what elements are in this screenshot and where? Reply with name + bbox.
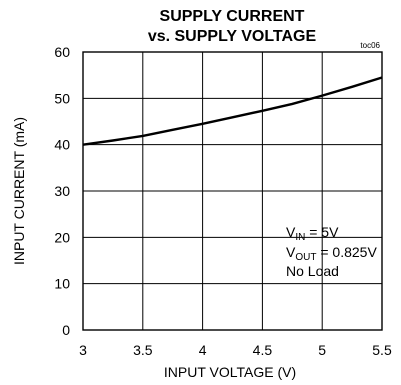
x-axis-ticks: 3 3.5 4 4.5 5 5.5 bbox=[79, 342, 392, 358]
x-tick-label: 4.5 bbox=[253, 342, 273, 358]
y-axis-ticks: 0 10 20 30 40 50 60 bbox=[54, 44, 70, 338]
plot-frame bbox=[82, 51, 383, 331]
y-tick-label: 0 bbox=[62, 322, 70, 338]
x-tick-label: 5 bbox=[318, 342, 326, 358]
figure-tag: toc06 bbox=[360, 41, 380, 50]
chart-subtitle: vs. SUPPLY VOLTAGE bbox=[148, 28, 317, 45]
series-line bbox=[82, 76, 383, 146]
y-tick-label: 40 bbox=[54, 137, 70, 153]
x-tick-label: 4 bbox=[199, 342, 207, 358]
x-axis-label: INPUT VOLTAGE (V) bbox=[164, 364, 296, 380]
y-axis-label: INPUT CURRENT (mA) bbox=[11, 117, 27, 265]
annotation-vin: VIN = 5V bbox=[286, 224, 339, 243]
y-tick-label: 60 bbox=[54, 44, 70, 60]
annotation-box: VIN = 5V VOUT = 0.825V No Load bbox=[286, 224, 377, 279]
y-tick-label: 20 bbox=[54, 229, 70, 245]
series-layer bbox=[82, 76, 383, 146]
y-tick-label: 50 bbox=[54, 90, 70, 106]
grid bbox=[83, 52, 382, 330]
x-tick-label: 5.5 bbox=[372, 342, 392, 358]
annotation-vout: VOUT = 0.825V bbox=[286, 244, 377, 263]
x-tick-label: 3 bbox=[79, 342, 87, 358]
chart-title: SUPPLY CURRENT bbox=[160, 8, 305, 25]
annotation-load: No Load bbox=[286, 263, 339, 279]
x-tick-label: 3.5 bbox=[133, 342, 153, 358]
y-tick-label: 10 bbox=[54, 276, 70, 292]
y-tick-label: 30 bbox=[54, 183, 70, 199]
